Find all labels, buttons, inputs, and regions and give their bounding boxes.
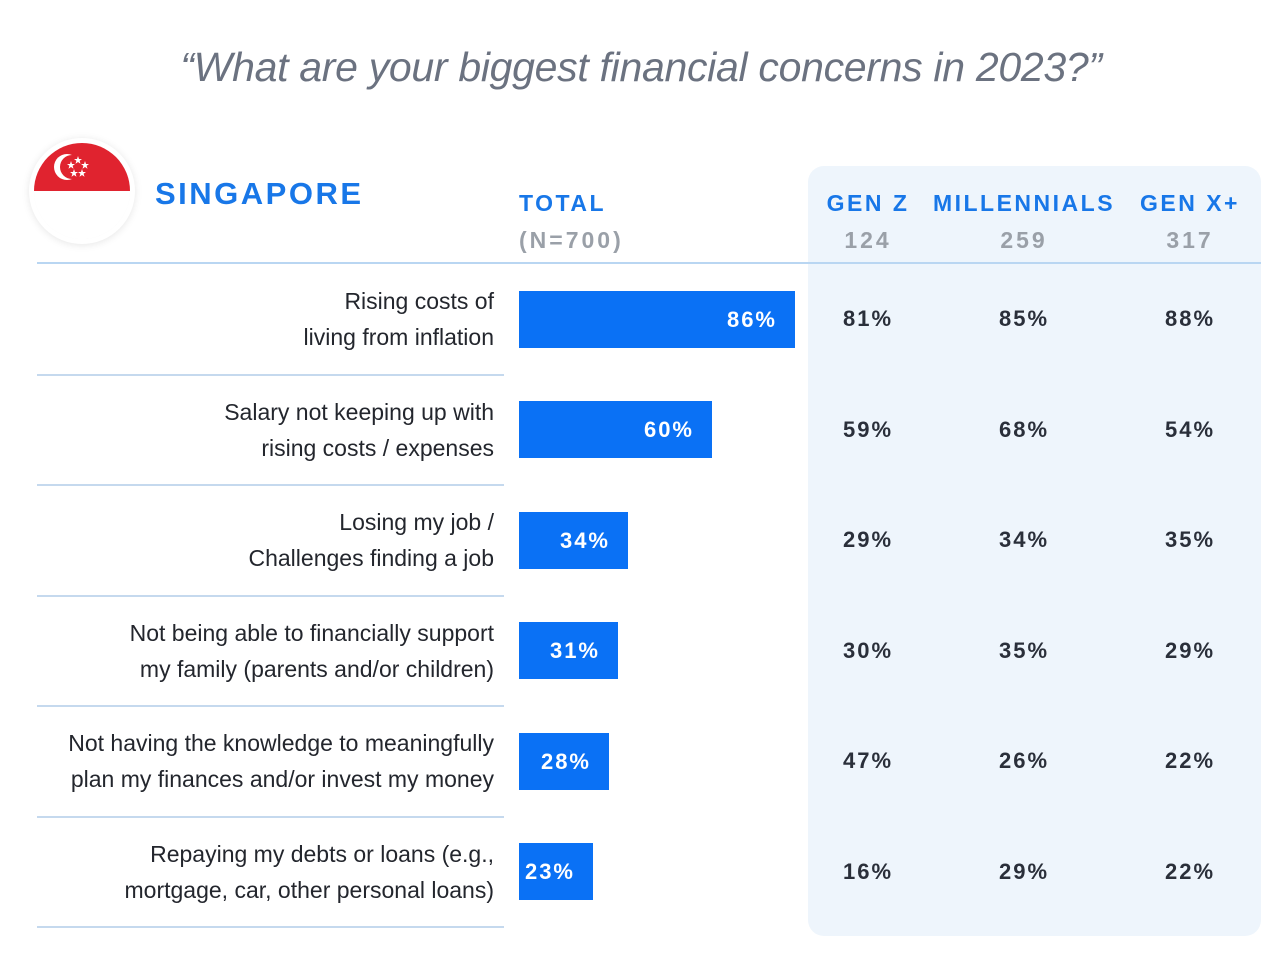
gen-z-column-header: GEN Z <box>826 190 910 216</box>
category-label-line: Salary not keeping up with <box>224 398 494 425</box>
breakdown-value: 29% <box>998 858 1050 884</box>
breakdown-value: 35% <box>998 637 1050 663</box>
row-divider <box>37 816 504 818</box>
breakdown-value: 29% <box>1164 637 1216 663</box>
bar-value-label: 60% <box>643 417 694 443</box>
singapore-flag-icon <box>34 143 130 239</box>
total-bar: 34% <box>519 511 628 569</box>
category-label-line: Losing my job / <box>339 509 494 536</box>
category-label-line: Rising costs of <box>344 288 494 315</box>
breakdown-value: 29% <box>842 527 894 553</box>
category-label-line: living from inflation <box>303 324 494 351</box>
breakdown-value: 34% <box>998 527 1050 553</box>
row-divider <box>37 595 504 597</box>
category-label-line: mortgage, car, other personal loans) <box>124 876 494 903</box>
bar-value-label: 34% <box>559 527 610 553</box>
row-divider <box>37 374 504 376</box>
breakdown-value: 22% <box>1164 748 1216 774</box>
country-label: SINGAPORE <box>155 176 364 211</box>
category-label-line: Challenges finding a job <box>248 545 494 572</box>
category-label: Repaying my debts or loans (e.g., mortgag… <box>37 836 494 908</box>
breakdown-value: 59% <box>842 416 894 442</box>
category-label-line: rising costs / expenses <box>261 434 494 461</box>
category-label: Losing my job / Challenges finding a job <box>37 504 494 576</box>
bar-value-label: 86% <box>726 306 777 332</box>
gen-z-sample-size: 124 <box>844 227 892 253</box>
total-bar: 31% <box>519 622 618 680</box>
bar-value-label: 23% <box>524 859 575 885</box>
breakdown-value: 54% <box>1164 416 1216 442</box>
header-divider <box>37 262 1261 264</box>
category-label: Rising costs of living from inflation <box>37 283 494 355</box>
category-label-line: Repaying my debts or loans (e.g., <box>150 840 494 867</box>
total-bar: 60% <box>519 401 712 459</box>
category-label: Salary not keeping up with rising costs /… <box>37 394 494 466</box>
breakdown-value: 22% <box>1164 858 1216 884</box>
breakdown-value: 16% <box>842 858 894 884</box>
breakdown-value: 35% <box>1164 527 1216 553</box>
breakdown-value: 88% <box>1164 306 1216 332</box>
row-divider <box>37 926 504 928</box>
gen-x-column-header: GEN X+ <box>1139 190 1240 216</box>
bar-value-label: 31% <box>549 638 600 664</box>
total-bar: 23% <box>519 843 593 901</box>
category-label-line: Not being able to financially support <box>129 619 494 646</box>
breakdown-value: 47% <box>842 748 894 774</box>
breakdown-value: 81% <box>842 306 894 332</box>
breakdown-value: 26% <box>998 748 1050 774</box>
breakdown-value: 30% <box>842 637 894 663</box>
generation-breakdown-panel <box>808 166 1261 936</box>
millennials-sample-size: 259 <box>1000 227 1048 253</box>
chart-title: “What are your biggest financial concern… <box>180 44 1102 90</box>
bar-value-label: 28% <box>540 748 591 774</box>
gen-x-sample-size: 317 <box>1166 227 1214 253</box>
category-label-line: plan my finances and/or invest my money <box>70 766 494 793</box>
breakdown-value: 68% <box>998 416 1050 442</box>
millennials-column-header: MILLENNIALS <box>932 190 1116 216</box>
category-label-line: Not having the knowledge to meaningfully <box>68 730 494 757</box>
total-bar: 28% <box>519 732 609 790</box>
total-sample-size: (N=700) <box>519 227 624 253</box>
breakdown-value: 85% <box>998 306 1050 332</box>
total-column-header: TOTAL <box>519 190 607 216</box>
category-label-line: my family (parents and/or children) <box>139 655 494 682</box>
category-label: Not being able to financially support my … <box>37 615 494 687</box>
row-divider <box>37 705 504 707</box>
row-divider <box>37 484 504 486</box>
category-label: Not having the knowledge to meaningfully… <box>37 725 494 797</box>
total-bar: 86% <box>519 290 795 348</box>
